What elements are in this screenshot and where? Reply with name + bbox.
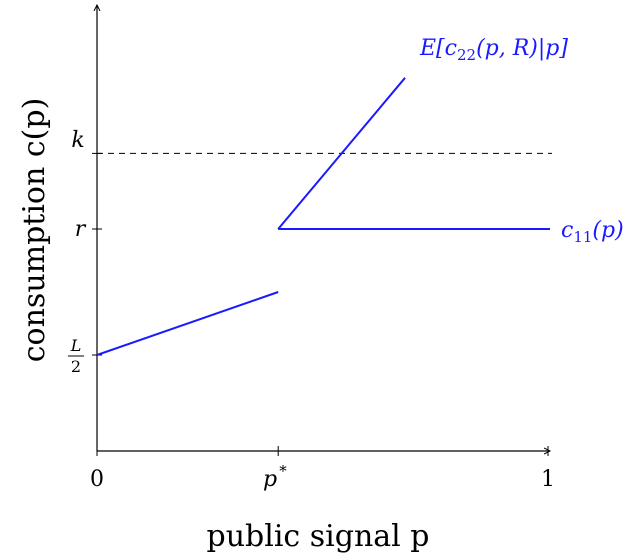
x-axis-title: public signal p: [207, 519, 430, 554]
series-label-expected-c22: E[c22(p, R)|p]: [419, 36, 568, 64]
y-tick-label-k: k: [71, 128, 84, 153]
series-line-low: [96, 291, 279, 356]
svg-text:*: *: [279, 462, 287, 480]
x-tick-label-p-star: p *: [263, 462, 287, 492]
svg-text:2: 2: [71, 357, 81, 376]
y-axis-title: consumption c(p): [17, 98, 52, 363]
y-tick-label-r: r: [75, 217, 87, 242]
series-label-c11: c11(p): [561, 218, 624, 246]
svg-text:L: L: [70, 336, 82, 355]
y-tick-label-L-over-2: L 2: [68, 336, 84, 376]
svg-text:p: p: [263, 467, 277, 492]
x-tick-label-0: 0: [90, 467, 104, 492]
series-line-expected-c22: [277, 77, 406, 230]
x-tick-label-1: 1: [541, 467, 555, 492]
